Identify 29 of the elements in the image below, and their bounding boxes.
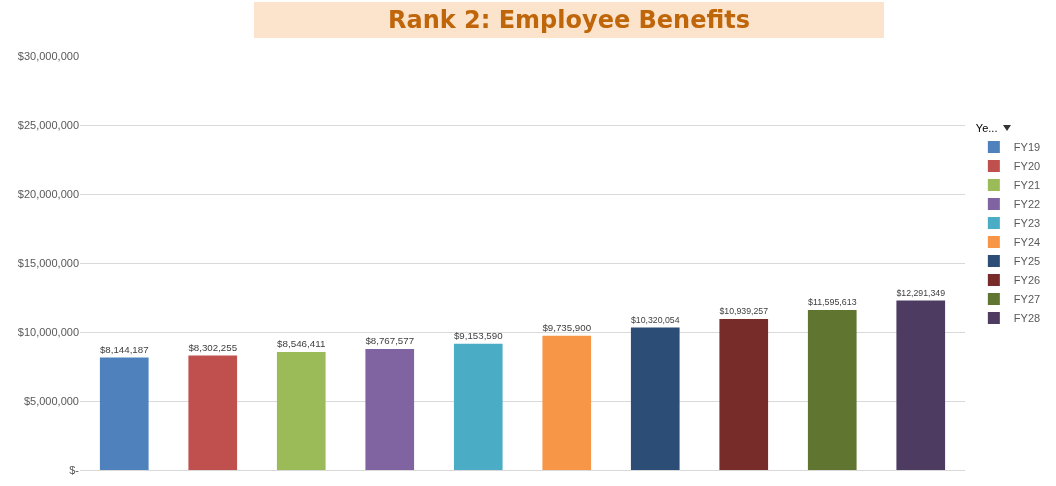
legend-label: FY21: [1013, 179, 1041, 192]
legend-title: Ye...: [975, 122, 998, 135]
y-tick-label: $20,000,000: [17, 187, 79, 200]
data-label: $8,546,411: [276, 338, 326, 350]
y-tick-label: $10,000,000: [17, 325, 79, 338]
data-label: $8,144,187: [99, 343, 149, 355]
chart-title: Rank 2: Employee Benefits: [254, 2, 884, 38]
legend-label: FY25: [1013, 255, 1041, 268]
data-label: $9,735,900: [542, 321, 592, 333]
data-label: $8,302,255: [188, 341, 238, 353]
legend-label: FY27: [1013, 293, 1041, 306]
data-label: $11,595,613: [807, 297, 857, 308]
y-tick-label: $25,000,000: [17, 118, 79, 131]
legend-label: FY26: [1013, 274, 1041, 287]
data-label: $9,153,590: [453, 329, 504, 341]
data-label: $8,767,577: [365, 335, 415, 347]
legend-label: FY24: [1013, 236, 1041, 249]
legend-label: FY19: [1013, 141, 1041, 154]
y-tick-label: $15,000,000: [17, 256, 79, 269]
legend-label: FY23: [1013, 217, 1041, 230]
data-label: $12,291,349: [896, 287, 946, 298]
legend-label: FY22: [1013, 198, 1041, 211]
data-label: $10,939,257: [719, 306, 769, 317]
y-tick-label: $-: [69, 463, 80, 476]
y-tick-label: $5,000,000: [23, 394, 79, 407]
legend-label: FY20: [1013, 160, 1041, 173]
y-tick-label: $30,000,000: [17, 49, 79, 62]
legend-label: FY28: [1013, 312, 1041, 325]
data-label: $10,320,054: [630, 314, 680, 325]
